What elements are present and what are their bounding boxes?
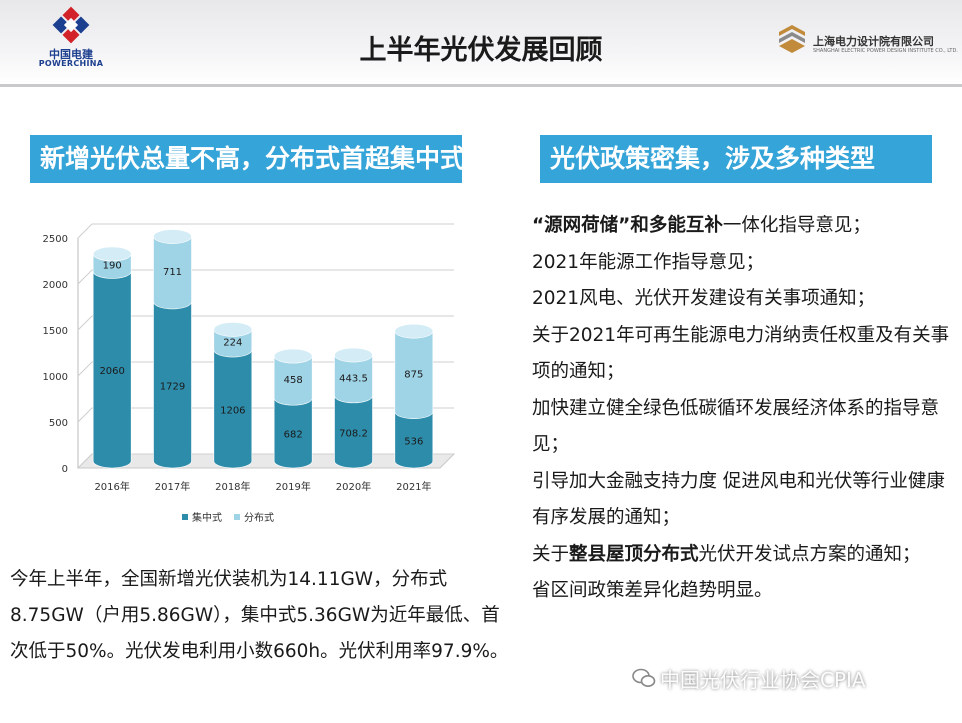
bar-segment-distributed <box>153 236 192 310</box>
summary-text: 今年上半年，全国新增光伏装机为14.11GW，分布式8.75GW（户用5.86G… <box>10 569 509 662</box>
policy-text: 一体化指导意见； <box>722 215 871 236</box>
data-label-distributed: 875 <box>404 369 423 380</box>
policy-item: 加快建立健全绿色低碳循环发展经济体系的指导意见； <box>532 391 957 464</box>
policy-item: 关于2021年可再生能源电力消纳责任权重及有关事项的通知； <box>532 318 957 391</box>
policy-text: 2021年能源工作指导意见； <box>532 251 765 273</box>
policy-text: 省区间政策差异化趋势明显。 <box>532 580 773 601</box>
stacked-bar-chart: 0 500 1000 1500 2000 2500 2060 190 2016年 1729 711 2… <box>43 223 456 524</box>
bar-top-cap <box>92 246 132 262</box>
policy-text: 引导加大金融支持力度 促进风电和光伏等行业健康有序发展的通知； <box>532 470 945 529</box>
policy-item: 2021年能源工作指导意见； <box>532 245 957 282</box>
legend-swatch <box>182 514 188 520</box>
policy-item: 关于整县屋顶分布式光伏开发试点方案的通知； <box>532 537 957 574</box>
x-tick-label: 2020年 <box>336 480 371 493</box>
sepd-logo: 上海电力设计院有限公司 SHANGHAI ELECTRIC POWER DESI… <box>775 22 958 62</box>
data-label-centralized: 536 <box>404 436 423 447</box>
policy-text: 加快建立健全绿色低碳循环发展经济体系的指导意见； <box>532 397 940 456</box>
powerchina-logo: 中国电建 POWERCHINA <box>26 6 116 76</box>
x-tick-label: 2016年 <box>94 480 129 493</box>
bar-segment-centralized <box>394 411 434 469</box>
gridline <box>77 407 454 423</box>
data-label-centralized: 708.2 <box>339 428 368 439</box>
left-banner: 新增光伏总量不高，分布式首超集中式 <box>30 135 465 183</box>
logo-left-sub: POWERCHINA <box>38 59 104 68</box>
legend-label: 集中式 <box>192 511 222 524</box>
data-label-distributed: 190 <box>103 261 122 272</box>
data-label-distributed: 711 <box>163 267 182 278</box>
policy-text: 2021风电、光伏开发建设有关事项通知； <box>532 288 876 309</box>
right-banner: 光伏政策密集，涉及多种类型 <box>540 135 932 183</box>
powerchina-emblem-icon <box>52 6 90 44</box>
data-label-centralized: 1729 <box>160 381 185 392</box>
wechat-icon <box>632 668 656 687</box>
policy-item: 省区间政策差异化趋势明显。 <box>532 573 957 610</box>
y-tick-label: 0 <box>62 464 68 475</box>
bar-segment-distributed <box>213 329 253 358</box>
data-label-centralized: 2060 <box>99 366 124 377</box>
policy-item: “源网荷储”和多能互补一体化指导意见； <box>532 208 957 245</box>
x-tick-label: 2021年 <box>396 480 431 493</box>
policy-prefix: 关于 <box>532 543 570 565</box>
gridline <box>77 453 454 469</box>
gridline <box>77 315 454 331</box>
data-label-distributed: 443.5 <box>339 373 368 384</box>
legend-swatch <box>234 514 240 520</box>
bar-segment-centralized <box>213 349 253 469</box>
bar-segment-centralized <box>334 395 373 469</box>
gridline <box>77 223 454 239</box>
header-divider <box>0 84 962 87</box>
policy-item: 引导加大金融支持力度 促进风电和光伏等行业健康有序发展的通知； <box>532 464 957 537</box>
gridline <box>77 361 454 377</box>
bar-segment-centralized <box>273 397 313 469</box>
x-tick-label: 2018年 <box>215 480 250 493</box>
data-label-centralized: 1206 <box>220 406 245 417</box>
watermark: 中国光伏行业协会CPIA <box>660 668 866 692</box>
bar-top-cap <box>213 322 253 337</box>
bar-segment-centralized <box>92 271 132 469</box>
x-tick-label: 2017年 <box>155 480 190 493</box>
bar-top-cap <box>153 229 192 244</box>
bar-top-cap <box>334 347 373 363</box>
bar-segment-distributed <box>334 354 373 404</box>
bar-segment-centralized <box>153 301 192 469</box>
policy-highlight: 整县屋顶分布式 <box>569 543 699 565</box>
data-label-distributed: 458 <box>284 375 303 386</box>
policy-item: 2021风电、光伏开发建设有关事项通知； <box>532 281 957 318</box>
y-tick-label: 500 <box>49 418 68 429</box>
page-title: 上半年光伏发展回顾 <box>359 35 603 66</box>
bar-segment-distributed <box>394 330 434 419</box>
bar-top-cap <box>394 323 434 339</box>
legend-label: 分布式 <box>244 511 274 524</box>
bar-segment-distributed <box>273 355 313 406</box>
logo-right-name: 上海电力设计院有限公司 <box>813 35 934 48</box>
y-tick-label: 1500 <box>43 326 68 337</box>
policy-highlight: “源网荷储”和多能互补 <box>532 215 723 236</box>
logo-left-name: 中国电建 <box>49 48 93 61</box>
data-label-centralized: 682 <box>284 430 303 441</box>
logo-right-sub: SHANGHAI ELECTRIC POWER DESIGN INSTITUTE… <box>813 48 958 54</box>
y-tick-label: 1000 <box>43 372 68 383</box>
policy-text: 关于2021年可再生能源电力消纳责任权重及有关事项的通知； <box>532 324 950 383</box>
sepd-emblem-icon <box>779 25 805 53</box>
y-tick-label: 2500 <box>43 234 68 245</box>
y-tick-label: 2000 <box>43 280 68 291</box>
header-bar <box>0 0 962 84</box>
policy-text: 光伏开发试点方案的通知； <box>698 543 921 565</box>
bar-top-cap <box>273 348 313 364</box>
policy-list: “源网荷储”和多能互补一体化指导意见； 2021年能源工作指导意见； 2021风电、… <box>532 208 957 610</box>
x-tick-label: 2019年 <box>275 480 310 493</box>
gridline <box>77 269 454 285</box>
data-label-distributed: 224 <box>223 338 242 349</box>
